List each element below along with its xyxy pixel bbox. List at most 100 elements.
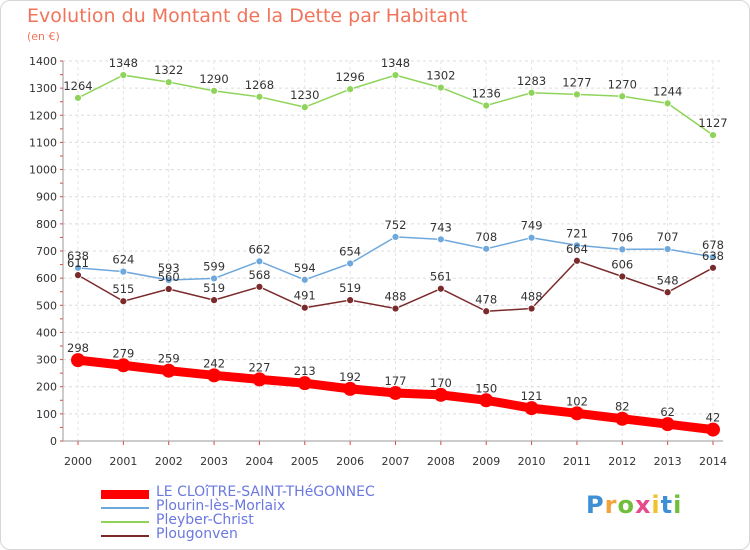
data-point: [255, 92, 264, 101]
data-point: [436, 235, 445, 244]
y-tick-label: 0: [50, 435, 57, 448]
data-label: 298: [67, 341, 89, 355]
data-label: 42: [706, 411, 721, 425]
data-point: [210, 274, 218, 283]
y-tick-label: 100: [36, 408, 57, 421]
data-point: [71, 353, 85, 368]
x-tick-label: 2002: [155, 455, 183, 468]
data-point: [569, 406, 584, 421]
data-label: 561: [430, 270, 452, 284]
x-tick-label: 2006: [336, 455, 364, 468]
data-point: [391, 232, 400, 241]
logo-letter: o: [617, 491, 635, 519]
data-label: 606: [611, 258, 633, 272]
legend-item: Plougonven: [101, 526, 431, 543]
data-label: 121: [521, 389, 543, 403]
data-label: 1283: [517, 74, 546, 88]
data-label: 242: [203, 356, 225, 370]
x-tick-label: 2005: [291, 455, 319, 468]
data-label: 548: [657, 273, 679, 287]
data-label: 599: [203, 259, 225, 273]
legend-item: LE CLOîTRE-SAINT-THéGONNEC: [101, 484, 431, 501]
data-label: 1270: [608, 77, 637, 91]
data-label: 1290: [199, 72, 228, 86]
data-point: [74, 94, 82, 102]
data-label: 102: [566, 394, 588, 408]
data-label: 227: [248, 360, 270, 374]
data-point: [709, 253, 717, 261]
data-label: 478: [475, 292, 497, 306]
data-point: [74, 271, 82, 280]
data-label: 721: [566, 226, 588, 240]
data-label: 1302: [426, 69, 455, 83]
data-point: [706, 422, 720, 437]
data-point: [433, 387, 448, 402]
data-label: 82: [615, 400, 630, 414]
data-label: 743: [430, 220, 452, 234]
data-label: 259: [158, 352, 180, 366]
data-point: [164, 276, 173, 284]
data-label: 1264: [63, 79, 92, 93]
data-label: 560: [158, 270, 180, 284]
data-point: [618, 245, 627, 254]
data-point: [527, 304, 536, 313]
y-tick-label: 900: [36, 191, 57, 204]
legend-label: LE CLOîTRE-SAINT-THéGONNEC: [156, 484, 375, 500]
data-point: [210, 296, 218, 305]
chart-title: Evolution du Montant de la Dette par Hab…: [27, 5, 468, 27]
logo-letter: r: [604, 491, 618, 519]
data-label: 708: [475, 230, 497, 244]
data-point: [663, 245, 672, 254]
data-point: [618, 92, 627, 101]
x-tick-label: 2008: [427, 455, 455, 468]
data-point: [255, 257, 264, 266]
data-label: 519: [339, 281, 361, 295]
logo-letter: x: [634, 491, 652, 519]
data-label: 491: [294, 289, 316, 303]
x-tick-label: 2009: [472, 455, 500, 468]
data-label: 170: [430, 376, 452, 390]
y-tick-label: 300: [36, 354, 57, 367]
data-point: [297, 376, 312, 391]
data-label: 638: [67, 249, 89, 263]
y-tick-label: 800: [36, 218, 57, 231]
x-tick-label: 2013: [654, 455, 682, 468]
data-label: 1127: [698, 116, 727, 130]
data-label: 706: [611, 230, 633, 244]
y-tick-label: 1100: [29, 136, 57, 149]
legend-item: Plourin-lès-Morlaix: [101, 498, 431, 515]
data-point: [346, 259, 355, 268]
data-point: [436, 83, 445, 92]
y-tick-label: 1400: [29, 55, 57, 68]
data-label: 1322: [154, 63, 183, 77]
y-tick-label: 1200: [29, 109, 57, 122]
legend-swatch: [101, 507, 149, 509]
data-label: 664: [566, 242, 588, 256]
data-point: [255, 282, 264, 291]
data-point: [709, 131, 717, 140]
y-tick-label: 500: [36, 299, 57, 312]
data-point: [391, 304, 400, 313]
logo-letter: t: [660, 491, 674, 519]
x-tick-label: 2007: [382, 455, 410, 468]
legend-swatch: [101, 490, 149, 499]
data-point: [482, 101, 491, 110]
data-label: 752: [385, 218, 407, 232]
data-label: 654: [339, 244, 361, 258]
data-point: [346, 296, 355, 305]
y-tick-label: 200: [36, 381, 57, 394]
data-label: 488: [385, 290, 407, 304]
data-label: 213: [294, 364, 316, 378]
logo-letter: i: [651, 491, 661, 519]
data-label: 1348: [381, 56, 410, 70]
data-point: [164, 285, 173, 293]
data-point: [709, 263, 717, 272]
data-label: 1277: [562, 75, 591, 89]
data-label: 62: [660, 405, 675, 419]
data-point: [479, 393, 494, 408]
data-point: [436, 284, 445, 293]
data-point: [210, 86, 218, 95]
legend-label: Plourin-lès-Morlaix: [156, 498, 286, 514]
x-tick-label: 2001: [109, 455, 137, 468]
